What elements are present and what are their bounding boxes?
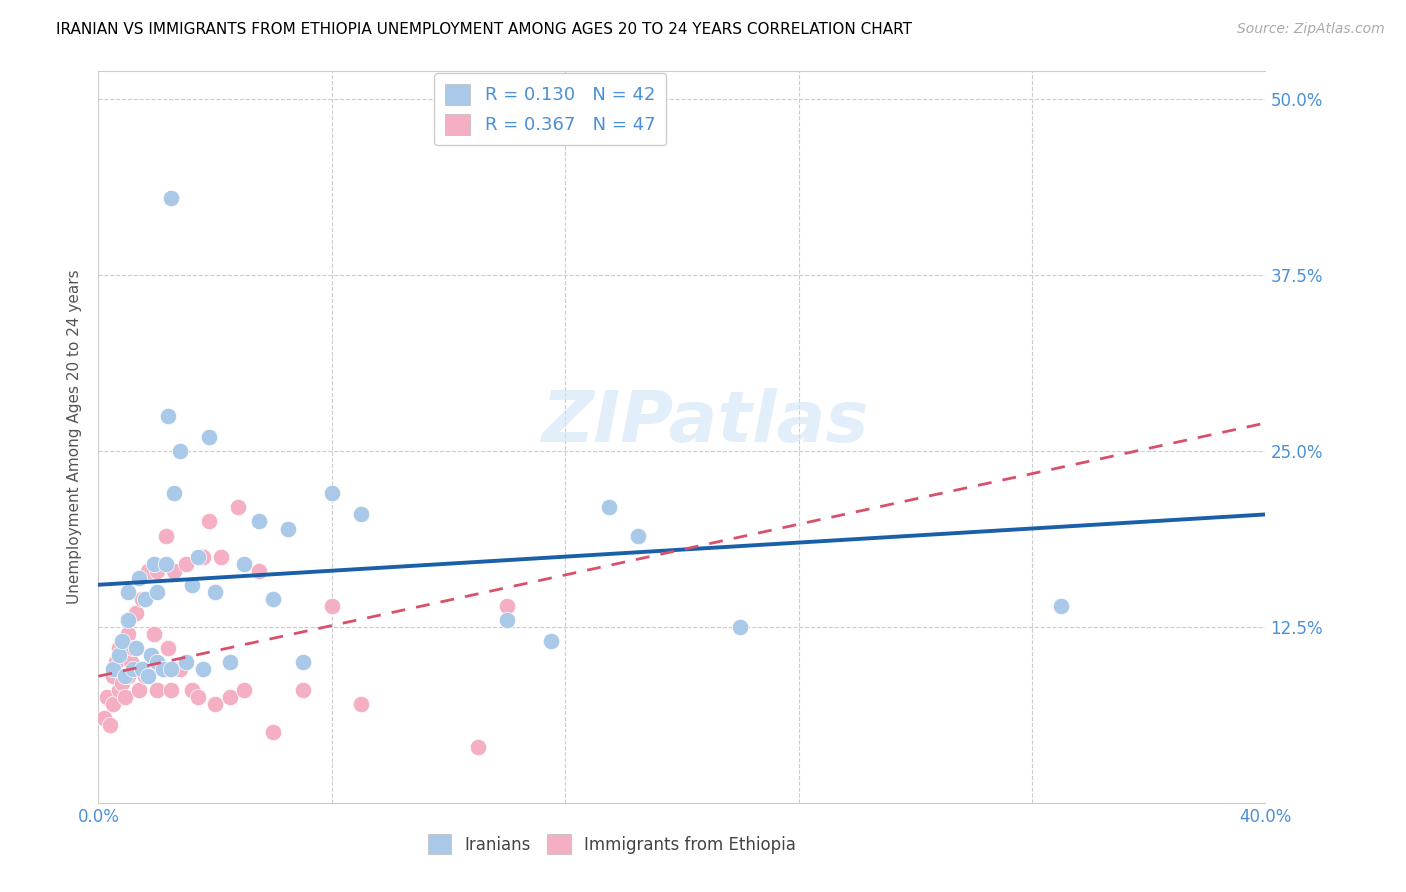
Point [291,683,314,698]
Point [146,683,169,698]
Point [157,409,180,423]
Point [155,528,177,542]
Point [131,591,153,606]
Point [277,521,299,535]
Point [169,662,191,676]
Point [120,655,142,669]
Point [540,634,562,648]
Point [108,641,131,656]
Point [209,549,232,564]
Point [204,584,226,599]
Point [152,662,174,676]
Point [321,486,343,500]
Point [350,698,373,712]
Point [204,698,226,712]
Point [142,557,165,571]
Point [117,627,139,641]
Point [111,634,134,648]
Point [174,655,197,669]
Point [142,627,165,641]
Point [146,584,169,599]
Point [117,613,139,627]
Point [128,683,150,698]
Point [321,599,343,613]
Point [495,599,517,613]
Point [169,444,191,458]
Point [180,578,202,592]
Point [146,655,169,669]
Point [157,641,180,656]
Point [134,669,156,683]
Point [160,662,183,676]
Point [233,557,256,571]
Point [131,662,153,676]
Point [277,521,299,535]
Point [262,591,284,606]
Text: ZIPatlas: ZIPatlas [541,388,869,457]
Point [155,557,177,571]
Point [117,584,139,599]
Point [467,739,489,754]
Point [104,655,127,669]
Point [598,500,620,515]
Point [136,564,159,578]
Point [160,191,183,205]
Point [163,564,186,578]
Point [117,669,139,683]
Point [152,662,174,676]
Point [101,669,124,683]
Point [139,648,162,662]
Point [193,549,215,564]
Text: IRANIAN VS IMMIGRANTS FROM ETHIOPIA UNEMPLOYMENT AMONG AGES 20 TO 24 YEARS CORRE: IRANIAN VS IMMIGRANTS FROM ETHIOPIA UNEM… [56,22,912,37]
Point [111,676,134,690]
Point [350,508,373,522]
Point [233,683,256,698]
Point [495,613,517,627]
Point [139,648,162,662]
Point [122,662,145,676]
Point [125,641,148,656]
Point [136,669,159,683]
Text: Source: ZipAtlas.com: Source: ZipAtlas.com [1237,22,1385,37]
Point [1050,599,1073,613]
Point [187,549,209,564]
Point [198,515,221,529]
Point [96,690,118,705]
Point [163,486,186,500]
Point [228,500,250,515]
Point [108,648,131,662]
Point [728,620,751,634]
Point [291,655,314,669]
Point [108,683,131,698]
Point [122,641,145,656]
Point [114,669,136,683]
Point [262,725,284,739]
Point [193,662,215,676]
Point [247,515,270,529]
Point [218,690,240,705]
Point [93,711,115,725]
Point [218,655,240,669]
Point [101,698,124,712]
Point [134,591,156,606]
Point [174,557,197,571]
Point [114,690,136,705]
Point [180,683,202,698]
Point [187,690,209,705]
Legend: Iranians, Immigrants from Ethiopia: Iranians, Immigrants from Ethiopia [422,828,803,860]
Point [160,683,183,698]
Point [101,662,124,676]
Point [247,564,270,578]
Point [627,528,650,542]
Point [125,606,148,620]
Point [98,718,121,732]
Point [198,430,221,444]
Y-axis label: Unemployment Among Ages 20 to 24 years: Unemployment Among Ages 20 to 24 years [67,269,83,605]
Point [128,571,150,585]
Point [146,564,169,578]
